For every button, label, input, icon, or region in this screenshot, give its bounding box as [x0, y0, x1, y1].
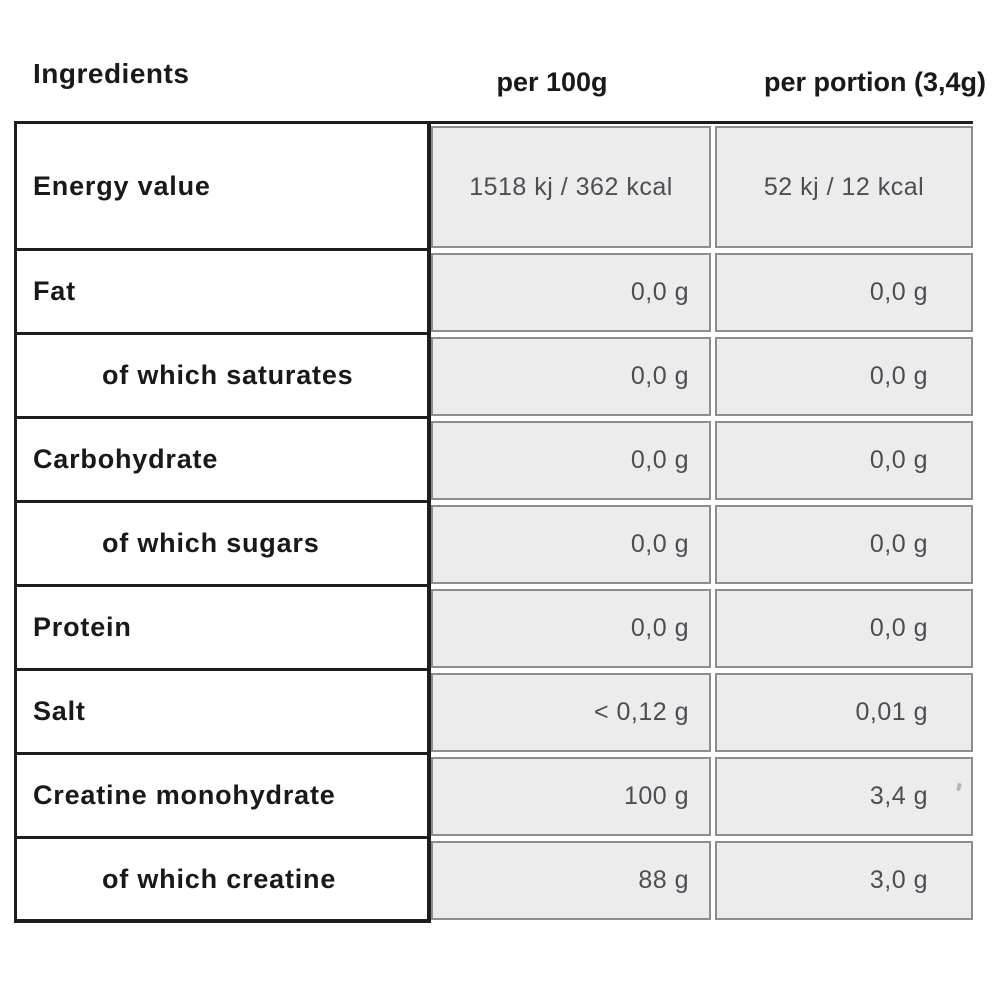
per-100g-value-cell: 0,0 g: [431, 337, 711, 416]
per-portion-value-cell: 0,0 g: [715, 253, 973, 332]
per-100g-value-cell: 1518 kj / 362 kcal: [431, 126, 711, 248]
table-row-of-which-saturates: of which saturates 0,0 g 0,0 g: [14, 335, 973, 419]
nutrition-table: Energy value 1518 kj / 362 kcal 52 kj / …: [14, 121, 973, 923]
per-100g-value-cell: 0,0 g: [431, 505, 711, 584]
per-portion-value-cell: 0,0 g: [715, 421, 973, 500]
per-100g-value-cell: 0,0 g: [431, 421, 711, 500]
ingredient-label-cell: Fat: [14, 251, 431, 335]
ingredient-label-cell: Salt: [14, 671, 431, 755]
ingredients-heading: Ingredients: [33, 58, 190, 89]
table-row-creatine-monohydrate: Creatine monohydrate 100 g 3,4 g: [14, 755, 973, 839]
ingredient-label-cell: Carbohydrate: [14, 419, 431, 503]
per-portion-value-cell: 0,0 g: [715, 337, 973, 416]
column-header-per-100g: per 100g: [496, 67, 608, 97]
per-portion-value-cell: 3,4 g: [715, 757, 973, 836]
ingredient-label-cell: Protein: [14, 587, 431, 671]
per-100g-value-cell: 0,0 g: [431, 589, 711, 668]
ingredient-label-cell: of which saturates: [14, 335, 431, 419]
ingredient-label-cell: of which sugars: [14, 503, 431, 587]
table-row-protein: Protein 0,0 g 0,0 g: [14, 587, 973, 671]
table-row-energy-value: Energy value 1518 kj / 362 kcal 52 kj / …: [14, 124, 973, 251]
ingredient-label-cell: of which creatine: [14, 839, 431, 923]
per-portion-value-cell: 0,0 g: [715, 505, 973, 584]
per-portion-value-cell: 3,0 g: [715, 841, 973, 920]
column-header-per-portion: per portion (3,4g): [764, 67, 986, 97]
per-portion-value-cell: 0,0 g: [715, 589, 973, 668]
per-100g-value-cell: 100 g: [431, 757, 711, 836]
per-100g-value-cell: 0,0 g: [431, 253, 711, 332]
ingredient-label-cell: Energy value: [14, 124, 431, 251]
table-row-of-which-creatine: of which creatine 88 g 3,0 g: [14, 839, 973, 923]
per-100g-value-cell: 88 g: [431, 841, 711, 920]
per-100g-value-cell: < 0,12 g: [431, 673, 711, 752]
table-row-salt: Salt < 0,12 g 0,01 g: [14, 671, 973, 755]
table-row-fat: Fat 0,0 g 0,0 g: [14, 251, 973, 335]
per-portion-value-cell: 0,01 g: [715, 673, 973, 752]
table-row-carbohydrate: Carbohydrate 0,0 g 0,0 g: [14, 419, 973, 503]
per-portion-value-cell: 52 kj / 12 kcal: [715, 126, 973, 248]
table-row-of-which-sugars: of which sugars 0,0 g 0,0 g: [14, 503, 973, 587]
ingredient-label-cell: Creatine monohydrate: [14, 755, 431, 839]
